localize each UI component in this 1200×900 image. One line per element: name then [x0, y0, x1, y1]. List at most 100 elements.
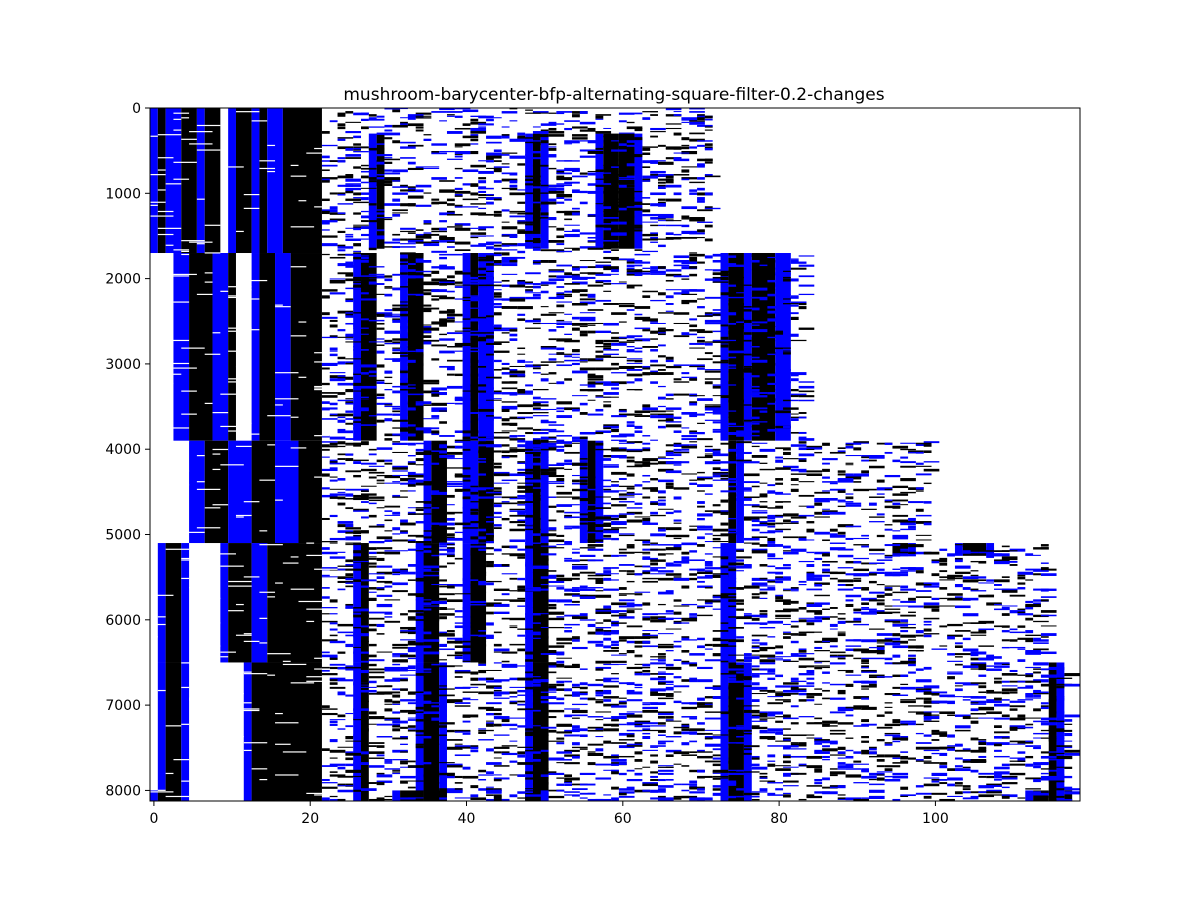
heatmap-stripe — [494, 248, 502, 251]
heatmap-stripe — [470, 543, 486, 544]
heatmap-stripe — [830, 607, 838, 609]
heatmap-stripe — [877, 639, 893, 642]
heatmap-stripe — [681, 707, 697, 709]
heatmap-stripe — [564, 143, 572, 144]
heatmap-stripe — [674, 159, 690, 161]
heatmap-stripe — [752, 329, 768, 332]
heatmap-stripe — [697, 209, 713, 211]
heatmap-stripe — [681, 206, 697, 209]
heatmap-stripe — [939, 576, 955, 578]
heatmap-stripe — [697, 306, 705, 308]
heatmap-stripe — [900, 589, 916, 591]
heatmap-stripe — [369, 541, 385, 543]
heatmap-stripe — [744, 461, 760, 463]
heatmap-stripe — [705, 352, 713, 354]
heatmap-stripe — [635, 656, 643, 657]
heatmap-stripe — [533, 409, 549, 410]
heatmap-stripe — [345, 265, 361, 268]
heatmap-stripe — [861, 659, 869, 662]
heatmap-stripe — [541, 378, 549, 381]
heatmap-stripe — [658, 613, 674, 614]
heatmap-stripe — [869, 549, 885, 551]
heatmap-stripe — [635, 328, 651, 330]
heatmap-stripe — [369, 618, 385, 620]
heatmap-stripe — [799, 441, 807, 443]
heatmap-stripe — [564, 558, 572, 559]
heatmap-stripe — [681, 377, 689, 378]
heatmap-stripe — [338, 139, 346, 141]
heatmap-stripe — [603, 343, 611, 346]
heatmap-stripe — [861, 546, 869, 548]
heatmap-stripe — [822, 458, 838, 460]
heatmap-stripe — [447, 203, 455, 206]
heatmap-stripe — [642, 566, 650, 568]
heatmap-stripe — [806, 530, 814, 532]
heatmap-stripe — [384, 691, 400, 693]
heatmap-stripe — [619, 133, 635, 134]
heatmap-gap — [228, 331, 236, 332]
heatmap-stripe — [986, 547, 994, 548]
heatmap-stripe — [674, 364, 690, 366]
heatmap-stripe — [635, 539, 651, 541]
heatmap-stripe — [572, 328, 580, 331]
heatmap-stripe — [783, 693, 799, 695]
heatmap-gap — [236, 635, 252, 636]
heatmap-stripe — [486, 636, 494, 639]
heatmap-stripe — [322, 487, 330, 489]
heatmap-stripe — [447, 254, 463, 256]
heatmap-stripe — [517, 512, 525, 515]
heatmap-stripe — [431, 321, 447, 324]
heatmap-gap — [181, 559, 189, 560]
heatmap-stripe — [431, 143, 447, 145]
heatmap-stripe — [384, 515, 400, 516]
heatmap-stripe — [674, 645, 682, 647]
heatmap-stripe — [603, 639, 611, 640]
heatmap-stripe — [486, 535, 494, 538]
heatmap-stripe — [572, 189, 580, 191]
heatmap-stripe — [1041, 652, 1057, 654]
heatmap-stripe — [760, 642, 768, 645]
heatmap-stripe — [1017, 715, 1025, 718]
heatmap-stripe — [838, 490, 846, 493]
heatmap-stripe — [525, 192, 533, 194]
heatmap-stripe — [510, 644, 526, 646]
heatmap-stripe — [595, 719, 603, 720]
heatmap-stripe — [439, 297, 455, 299]
heatmap-stripe — [431, 434, 439, 436]
heatmap-stripe — [431, 403, 447, 406]
heatmap-stripe — [494, 149, 502, 152]
heatmap-stripe — [642, 239, 658, 241]
heatmap-stripe — [791, 400, 799, 401]
heatmap-gap — [150, 636, 158, 637]
heatmap-stripe — [533, 589, 549, 591]
heatmap-stripe — [369, 466, 385, 467]
heatmap-stripe — [681, 179, 689, 181]
heatmap-stripe — [564, 444, 572, 447]
heatmap-gap — [220, 291, 228, 292]
heatmap-stripe — [806, 604, 822, 607]
heatmap-stripe — [572, 715, 588, 717]
heatmap-stripe — [369, 566, 377, 568]
heatmap-stripe — [431, 199, 439, 201]
heatmap-stripe — [478, 208, 486, 209]
heatmap-stripe — [627, 507, 643, 508]
heatmap-stripe — [595, 225, 611, 228]
heatmap-stripe — [556, 661, 564, 664]
heatmap-stripe — [713, 386, 721, 389]
heatmap-stripe — [486, 392, 502, 394]
heatmap-stripe — [470, 535, 478, 536]
heatmap-stripe — [806, 699, 814, 701]
heatmap-stripe — [721, 535, 729, 536]
heatmap-stripe — [330, 679, 338, 681]
heatmap-gap — [173, 301, 189, 302]
heatmap-stripe — [674, 612, 682, 615]
heatmap-stripe — [384, 418, 392, 421]
heatmap-stripe — [603, 650, 619, 652]
heatmap-stripe — [400, 239, 408, 241]
heatmap-stripe — [408, 123, 424, 126]
heatmap-stripe — [424, 701, 432, 704]
heatmap-stripe — [963, 716, 971, 719]
heatmap-stripe — [892, 605, 908, 606]
heatmap-stripe — [760, 398, 768, 399]
heatmap-stripe — [353, 543, 361, 544]
